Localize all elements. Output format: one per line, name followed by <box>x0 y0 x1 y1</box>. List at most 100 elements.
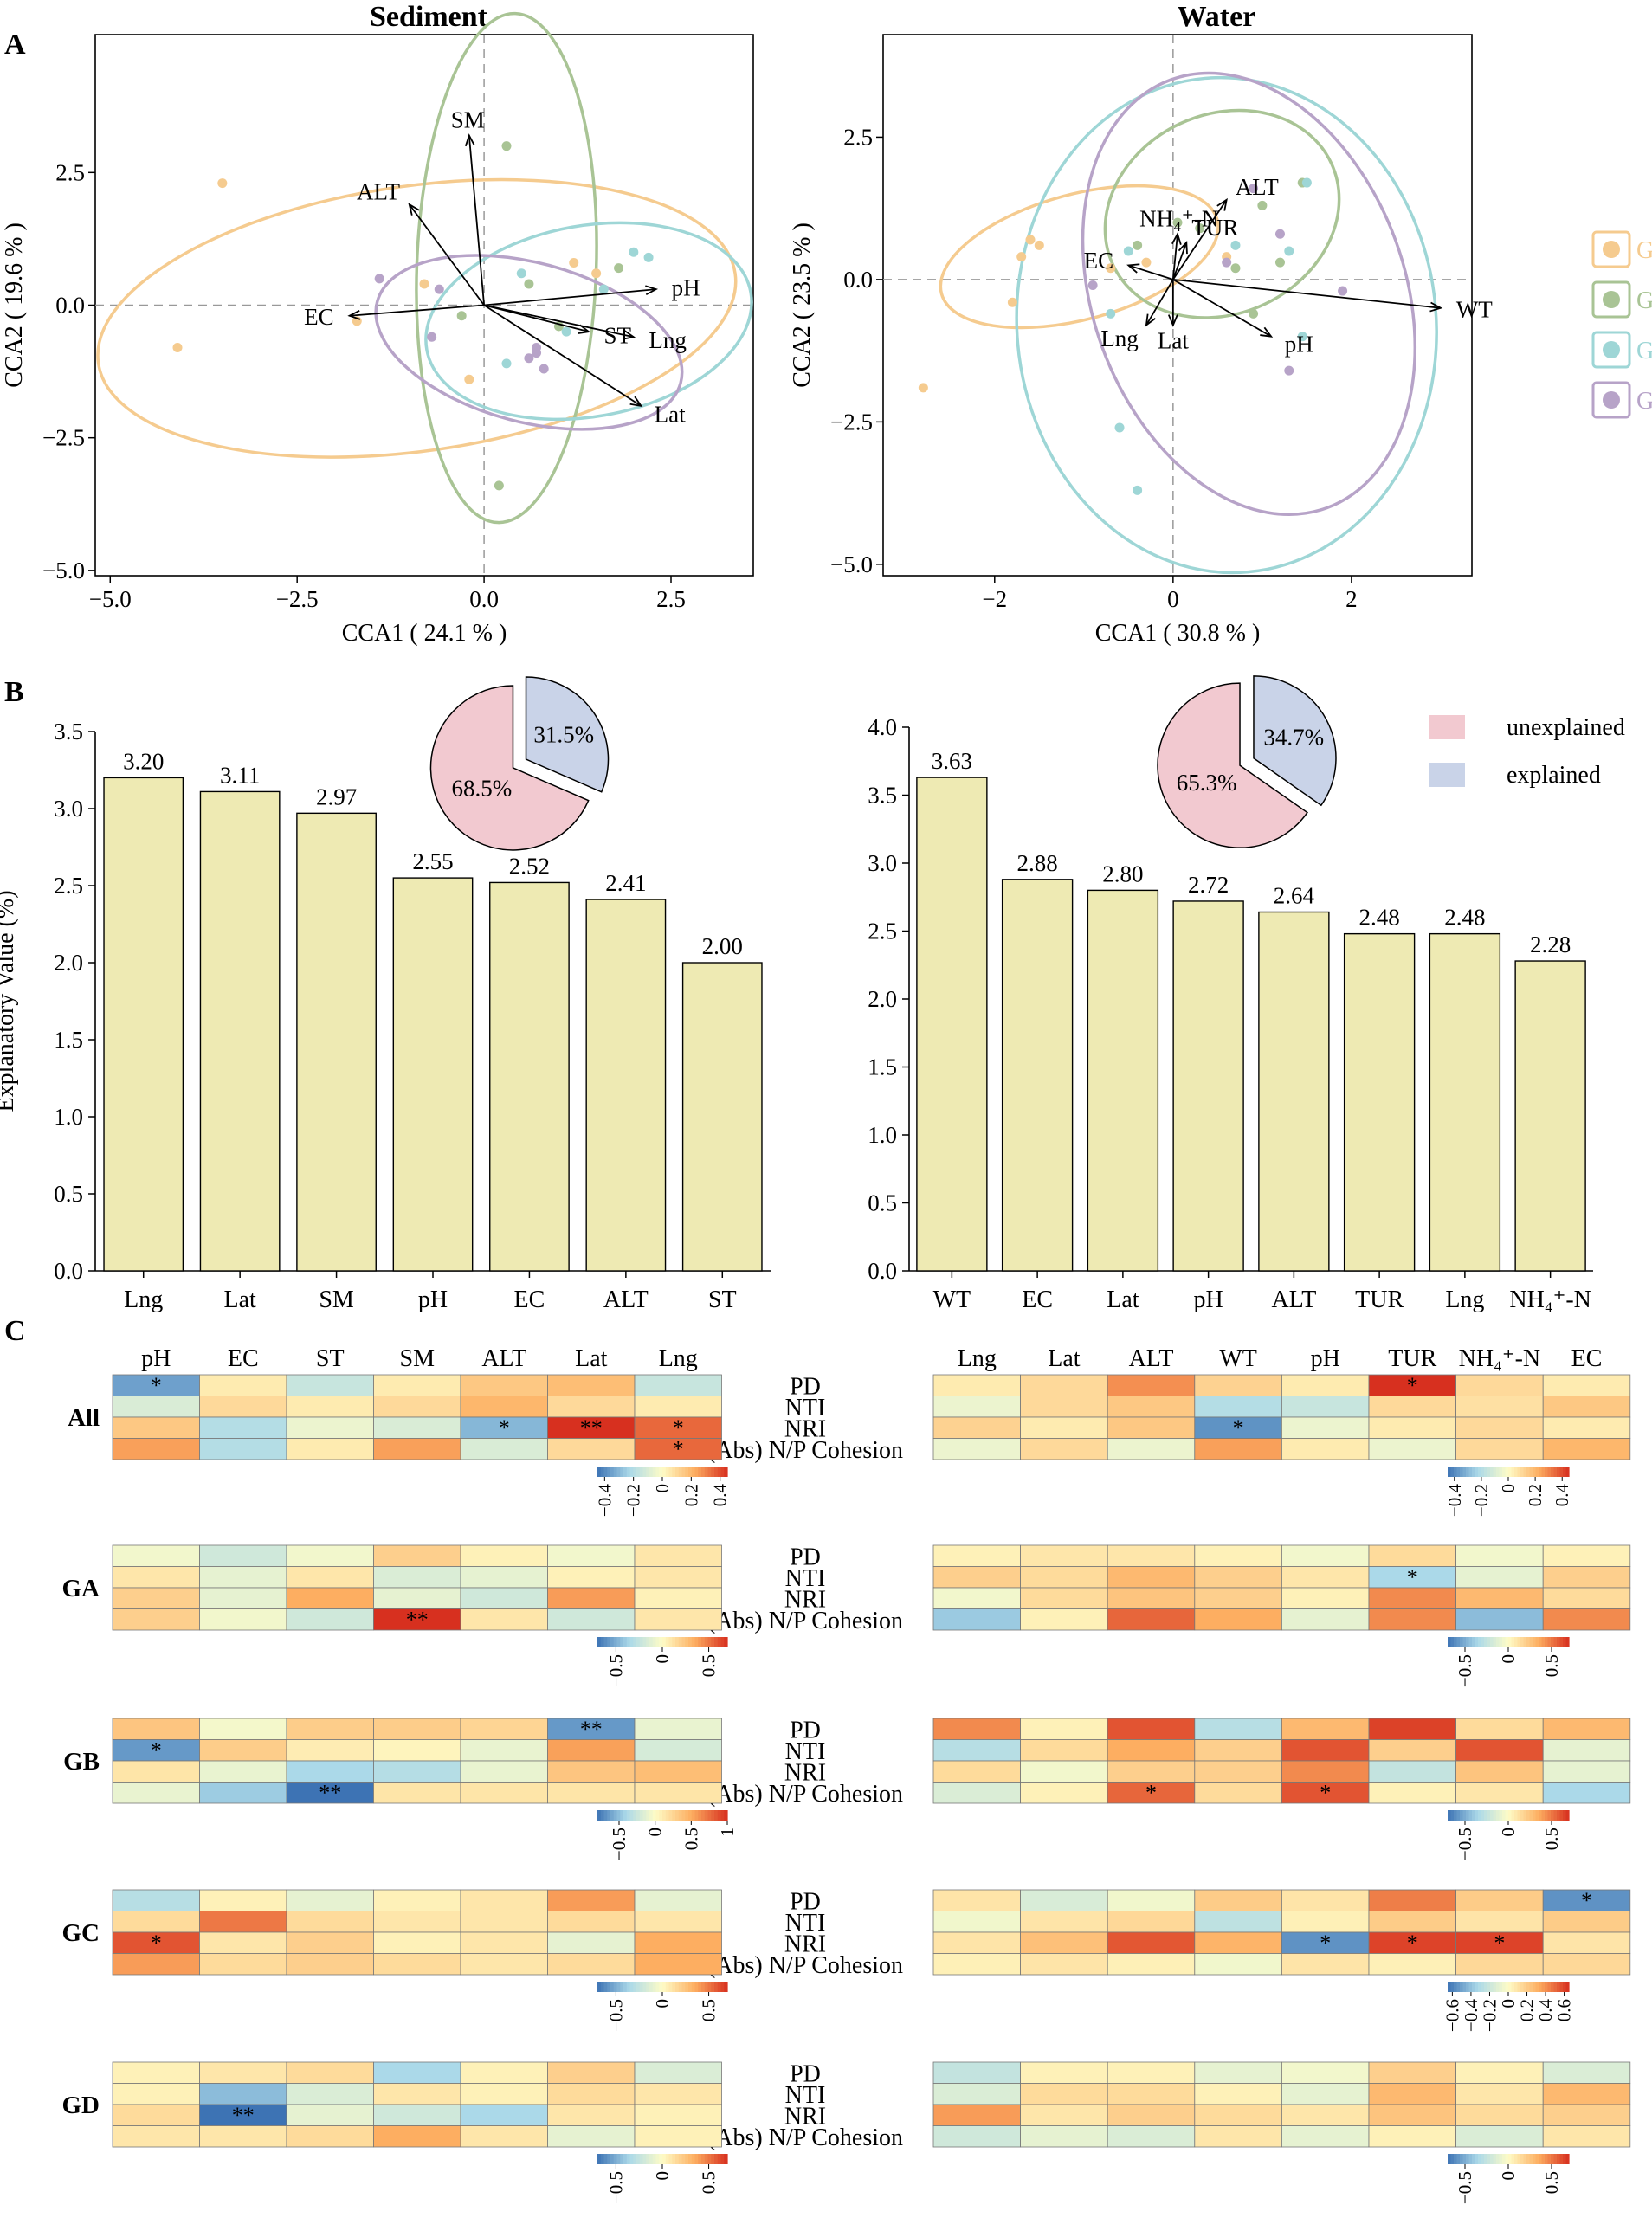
heatmap-cell <box>932 1889 1021 1911</box>
colorbar-segment <box>685 1467 689 1477</box>
colorbar-segment <box>1565 1982 1570 1992</box>
x-tick-label: 0 <box>1167 586 1179 612</box>
colorbar-segment <box>1448 1637 1452 1647</box>
point-GB <box>524 279 534 289</box>
heatmap-cell <box>199 1566 287 1589</box>
colorbar-tick-label: −0.5 <box>609 1828 629 1860</box>
colorbar-segment <box>626 1810 631 1821</box>
heatmap-cell <box>199 1587 287 1609</box>
x-tick-label: EC <box>514 1286 545 1313</box>
bar-EC <box>1001 879 1074 1272</box>
heatmap-cell <box>1281 2061 1370 2084</box>
colorbar-segment <box>1466 1810 1470 1821</box>
heatmap-cell <box>112 2125 200 2148</box>
colorbar-segment <box>649 1637 654 1647</box>
heatmap-cell <box>634 2061 722 2084</box>
significance-mark: * <box>151 1373 162 1398</box>
colorbar-segment <box>616 1810 621 1821</box>
legend-dot-GC <box>1603 341 1620 358</box>
heatmap-cell <box>1542 1396 1631 1418</box>
heatmap-cell <box>1455 1416 1544 1439</box>
bar-ST <box>681 962 763 1272</box>
colorbar-segment <box>685 1637 689 1647</box>
point-GC <box>643 252 654 262</box>
colorbar-segment <box>1541 2154 1546 2164</box>
colorbar-segment <box>694 1810 699 1821</box>
colorbar-segment <box>607 2154 611 2164</box>
y-tick-label: 1.5 <box>868 1054 897 1080</box>
colorbar-segment <box>1529 1637 1533 1647</box>
colorbar-segment <box>1456 1810 1461 1821</box>
heatmap-cell <box>1368 1739 1456 1762</box>
colorbar-segment <box>1468 1637 1473 1647</box>
colorbar-segment <box>1475 2154 1479 2164</box>
bar-EC <box>489 881 570 1272</box>
heatmap-cell <box>547 1438 636 1460</box>
heatmap-cell <box>932 2125 1021 2148</box>
colorbar-segment <box>675 2154 680 2164</box>
heatmap-cell <box>199 2104 287 2126</box>
arrow-label-ALT: ALT <box>1236 174 1280 200</box>
colorbar-segment <box>620 2154 624 2164</box>
colorbar-segment <box>600 1467 605 1477</box>
colorbar-tick-label: −0.2 <box>623 1484 644 1517</box>
heatmap-cell <box>286 1760 374 1783</box>
colorbar-segment <box>1448 2154 1452 2164</box>
title-sediment: Sediment <box>370 1 488 33</box>
heatmap-cell <box>112 1931 200 1954</box>
significance-mark: ** <box>406 1607 429 1632</box>
heatmap-cell <box>1368 1911 1456 1933</box>
colorbar-segment <box>642 1467 647 1477</box>
colorbar-segment <box>1499 2154 1503 2164</box>
heatmap-cell <box>199 1438 287 1460</box>
colorbar-segment <box>1481 1467 1485 1477</box>
point-GB <box>494 480 504 491</box>
heatmap-cell <box>1455 1374 1544 1396</box>
colorbar-segment <box>1454 1637 1458 1647</box>
pie-legend-key-explained <box>1429 763 1465 787</box>
heatmap-cell <box>373 2061 461 2084</box>
heatmap-cell <box>1542 1608 1631 1631</box>
significance-mark: * <box>1320 1931 1331 1956</box>
point-GA <box>464 374 474 384</box>
colorbar-segment <box>1505 2154 1509 2164</box>
colorbar-segment <box>1450 1467 1455 1477</box>
heatmap-cell <box>1281 1608 1370 1631</box>
colorbar-segment <box>1545 1467 1549 1477</box>
colorbar-segment <box>600 2154 605 2164</box>
heatmap-cell <box>1194 1953 1282 1976</box>
colorbar-segment <box>1545 1982 1549 1992</box>
colorbar-segment <box>1466 1982 1470 1992</box>
colorbar-segment <box>1481 2154 1485 2164</box>
point-GA <box>217 178 228 189</box>
significance-mark: * <box>1320 1780 1331 1805</box>
colorbar-segment <box>662 1467 667 1477</box>
colorbar-segment <box>610 1467 615 1477</box>
colorbar-tick-label: −0.4 <box>1461 1999 1481 2033</box>
heatmap-cell <box>199 1374 287 1396</box>
heatmap-cell <box>932 2104 1021 2126</box>
colorbar-tick-label: −0.5 <box>605 1999 626 2032</box>
heatmap-cell <box>1368 2061 1456 2084</box>
heatmap-cell <box>112 1566 200 1589</box>
heatmap-cell <box>1194 1782 1282 1804</box>
bar-value-label: 2.00 <box>702 933 743 959</box>
colorbar-segment <box>1460 2154 1464 2164</box>
colorbar-segment <box>1450 1637 1455 1647</box>
colorbar-segment <box>672 2154 676 2164</box>
colorbar-segment <box>1557 2154 1561 2164</box>
colorbar-segment <box>1508 1982 1513 1992</box>
colorbar-segment <box>1505 1982 1509 1992</box>
heatmap-cell <box>547 1566 636 1589</box>
heatmap-cell <box>286 1587 374 1609</box>
heatmap-cell <box>932 1608 1021 1631</box>
colorbar-segment <box>1448 1467 1452 1477</box>
heatmap-cell <box>932 1953 1021 1976</box>
heatmap-cell <box>932 2083 1021 2105</box>
arrow-head-EC <box>347 309 361 320</box>
colorbar-segment <box>1545 1810 1549 1821</box>
colorbar-segment <box>636 1467 641 1477</box>
colorbar-segment <box>1517 1810 1521 1821</box>
heatmap-cell <box>932 1438 1021 1460</box>
colorbar-segment <box>672 1810 676 1821</box>
